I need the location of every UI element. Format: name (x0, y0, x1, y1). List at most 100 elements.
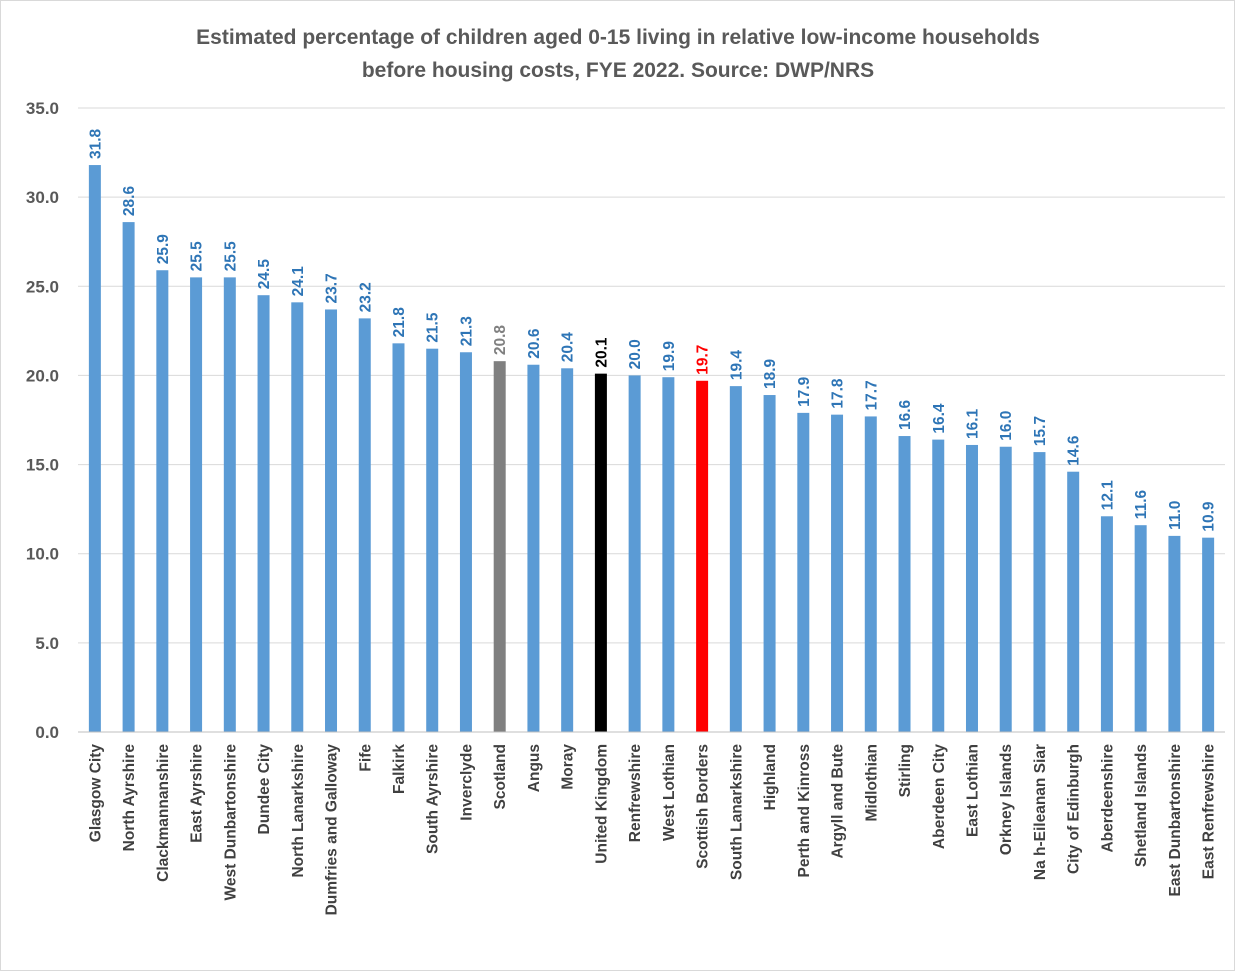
data-label: 19.9 (661, 341, 678, 372)
chart-title-line-1: Estimated percentage of children aged 0-… (196, 26, 1040, 49)
bar (358, 318, 371, 732)
data-label: 28.6 (121, 186, 138, 217)
x-tick-label: West Dunbartonshire (222, 744, 239, 901)
bar (1202, 537, 1215, 732)
data-label: 20.6 (526, 328, 543, 359)
y-axis-tick-labels: 0.0 5.0 10.0 15.0 20.0 25.0 30.0 35.0 (26, 99, 59, 742)
data-label: 20.8 (492, 325, 509, 356)
data-label: 14.6 (1066, 435, 1083, 466)
data-label: 15.7 (1032, 416, 1049, 446)
bar (1168, 535, 1181, 732)
bar (898, 436, 911, 732)
data-label: 25.5 (222, 241, 239, 272)
x-tick-label: Dumfries and Galloway (324, 744, 341, 916)
chart-title: Estimated percentage of children aged 0-… (196, 26, 1040, 82)
data-label: 24.1 (290, 266, 307, 297)
x-tick-label: Perth and Kinross (796, 744, 813, 878)
bar (190, 277, 203, 732)
data-label: 19.7 (695, 345, 712, 375)
bar (223, 277, 236, 732)
bar (1067, 471, 1080, 732)
y-tick-label: 35.0 (26, 99, 59, 118)
y-tick-label: 0.0 (35, 723, 59, 742)
bar (662, 377, 675, 732)
x-tick-label: Fife (357, 744, 374, 772)
y-tick-label: 25.0 (26, 277, 59, 296)
x-tick-label: West Lothian (661, 744, 678, 841)
bar (932, 439, 945, 732)
bar (1033, 452, 1046, 732)
data-label: 25.9 (155, 234, 172, 265)
bar (1100, 516, 1113, 732)
x-tick-label: South Lanarkshire (728, 744, 745, 880)
bar (561, 368, 574, 732)
bar (864, 416, 877, 732)
x-tick-label: Inverclyde (458, 744, 475, 821)
bar (493, 361, 506, 732)
bar (696, 380, 709, 732)
bar (392, 343, 405, 732)
x-tick-label: City of Edinburgh (1066, 744, 1083, 874)
data-label: 19.4 (728, 350, 745, 381)
data-label: 10.9 (1201, 501, 1218, 532)
data-label: 11.0 (1167, 501, 1184, 530)
data-labels: 31.8 28.6 25.9 25.5 25.5 24.5 24.1 23.7 23.2 21.8… (87, 129, 1217, 532)
x-tick-label: North Lanarkshire (290, 744, 307, 878)
x-tick-label: Moray (560, 744, 577, 790)
bar (729, 386, 742, 732)
data-label: 20.4 (560, 332, 577, 363)
data-label: 23.7 (324, 273, 341, 303)
y-tick-label: 30.0 (26, 188, 59, 207)
data-label: 31.8 (87, 129, 104, 160)
bar (628, 375, 641, 732)
data-label: 17.9 (796, 376, 813, 407)
data-label: 16.1 (964, 408, 981, 439)
gridlines (78, 107, 1225, 644)
bar (999, 446, 1012, 732)
bar (325, 309, 338, 732)
bar (426, 348, 439, 732)
x-tick-label: Na h-Eileanan Siar (1032, 744, 1049, 880)
x-tick-label: Midlothian (863, 744, 880, 822)
bar (122, 222, 135, 733)
data-label: 20.0 (627, 339, 644, 369)
data-label: 24.5 (256, 259, 273, 290)
data-label: 16.0 (998, 411, 1015, 441)
data-label: 11.6 (1133, 489, 1150, 519)
x-tick-label: East Ayrshire (189, 744, 206, 843)
bar (257, 295, 270, 732)
x-tick-label: Dundee City (256, 744, 273, 835)
x-tick-label: Angus (526, 744, 543, 792)
bar (156, 270, 169, 732)
bars (88, 165, 1215, 733)
data-label: 17.8 (830, 378, 847, 409)
data-label: 12.1 (1099, 480, 1116, 511)
y-tick-label: 20.0 (26, 366, 59, 385)
x-tick-label: North Ayrshire (121, 744, 138, 852)
data-label: 16.4 (931, 403, 948, 434)
chart-title-line-2: before housing costs, FYE 2022. Source: … (362, 59, 874, 82)
y-tick-label: 15.0 (26, 456, 59, 475)
x-tick-label: Clackmannanshire (155, 744, 172, 882)
x-tick-label: Shetland Islands (1133, 744, 1150, 867)
x-tick-label: Argyll and Bute (830, 744, 847, 859)
bar (965, 444, 978, 732)
x-tick-label: Renfrewshire (627, 744, 644, 843)
y-tick-label: 10.0 (26, 545, 59, 564)
x-tick-label: East Dunbartonshire (1167, 744, 1184, 897)
y-tick-label: 5.0 (35, 634, 59, 653)
data-label: 20.1 (593, 337, 610, 368)
x-tick-label: Aberdeen City (931, 744, 948, 849)
bar (1134, 525, 1147, 732)
data-label: 23.2 (357, 282, 374, 312)
x-tick-label: United Kingdom (593, 744, 610, 864)
x-tick-label: Falkirk (391, 744, 408, 794)
data-label: 21.5 (425, 312, 442, 343)
data-label: 21.8 (391, 307, 408, 338)
x-tick-label: Glasgow City (87, 744, 104, 843)
data-label: 25.5 (189, 241, 206, 272)
x-tick-label: Stirling (897, 744, 914, 797)
bar (291, 302, 304, 732)
bar (594, 373, 607, 732)
